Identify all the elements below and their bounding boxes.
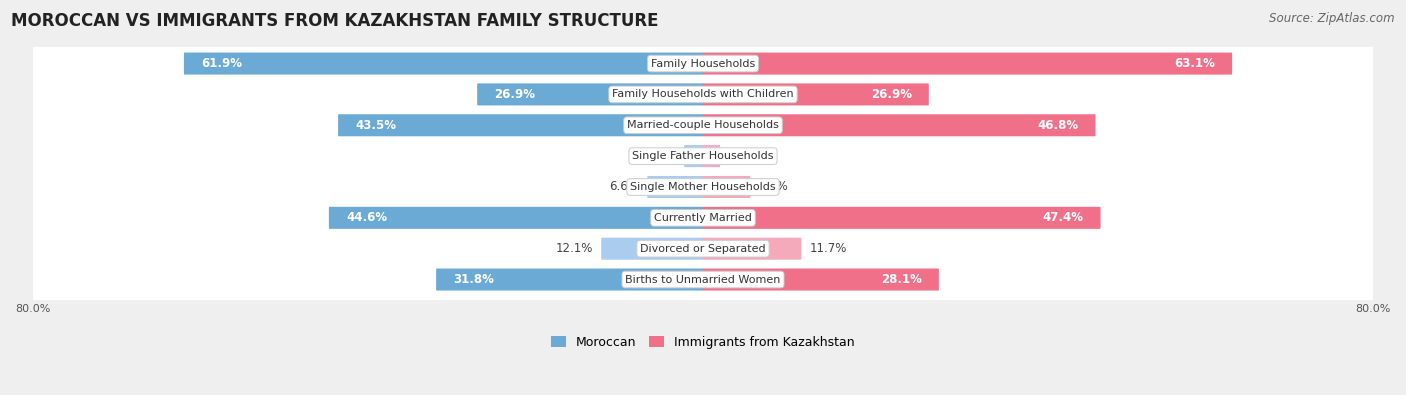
Text: Currently Married: Currently Married [654, 213, 752, 223]
Text: 28.1%: 28.1% [880, 273, 922, 286]
FancyBboxPatch shape [602, 238, 703, 260]
Text: Family Households: Family Households [651, 58, 755, 69]
FancyBboxPatch shape [25, 72, 1381, 117]
FancyBboxPatch shape [25, 134, 1381, 178]
FancyBboxPatch shape [25, 196, 1381, 240]
Text: Births to Unmarried Women: Births to Unmarried Women [626, 275, 780, 284]
Text: Family Households with Children: Family Households with Children [612, 89, 794, 100]
Legend: Moroccan, Immigrants from Kazakhstan: Moroccan, Immigrants from Kazakhstan [551, 336, 855, 349]
Text: 11.7%: 11.7% [810, 242, 846, 255]
FancyBboxPatch shape [703, 145, 720, 167]
FancyBboxPatch shape [25, 258, 1381, 301]
FancyBboxPatch shape [703, 114, 1095, 136]
FancyBboxPatch shape [703, 269, 939, 291]
FancyBboxPatch shape [337, 114, 703, 136]
FancyBboxPatch shape [25, 41, 1381, 86]
Text: 44.6%: 44.6% [346, 211, 387, 224]
FancyBboxPatch shape [25, 165, 1381, 209]
FancyBboxPatch shape [703, 83, 929, 105]
FancyBboxPatch shape [703, 176, 751, 198]
Text: Source: ZipAtlas.com: Source: ZipAtlas.com [1270, 12, 1395, 25]
Text: Single Father Households: Single Father Households [633, 151, 773, 161]
Text: 6.6%: 6.6% [609, 181, 640, 194]
Text: MOROCCAN VS IMMIGRANTS FROM KAZAKHSTAN FAMILY STRUCTURE: MOROCCAN VS IMMIGRANTS FROM KAZAKHSTAN F… [11, 12, 659, 30]
FancyBboxPatch shape [477, 83, 703, 105]
Text: Single Mother Households: Single Mother Households [630, 182, 776, 192]
Text: 26.9%: 26.9% [870, 88, 911, 101]
FancyBboxPatch shape [329, 207, 703, 229]
FancyBboxPatch shape [703, 238, 801, 260]
Text: 12.1%: 12.1% [555, 242, 593, 255]
Text: 2.2%: 2.2% [647, 150, 676, 163]
FancyBboxPatch shape [436, 269, 703, 291]
Text: Divorced or Separated: Divorced or Separated [640, 244, 766, 254]
Text: 61.9%: 61.9% [201, 57, 242, 70]
FancyBboxPatch shape [25, 103, 1381, 147]
Text: 63.1%: 63.1% [1174, 57, 1215, 70]
FancyBboxPatch shape [647, 176, 703, 198]
Text: 47.4%: 47.4% [1042, 211, 1084, 224]
Text: 43.5%: 43.5% [356, 119, 396, 132]
Text: 31.8%: 31.8% [453, 273, 494, 286]
FancyBboxPatch shape [703, 53, 1232, 75]
FancyBboxPatch shape [25, 227, 1381, 271]
FancyBboxPatch shape [703, 207, 1101, 229]
Text: 5.6%: 5.6% [758, 181, 787, 194]
FancyBboxPatch shape [184, 53, 703, 75]
Text: 26.9%: 26.9% [495, 88, 536, 101]
Text: 46.8%: 46.8% [1038, 119, 1078, 132]
Text: 2.0%: 2.0% [728, 150, 758, 163]
Text: Married-couple Households: Married-couple Households [627, 120, 779, 130]
FancyBboxPatch shape [685, 145, 703, 167]
